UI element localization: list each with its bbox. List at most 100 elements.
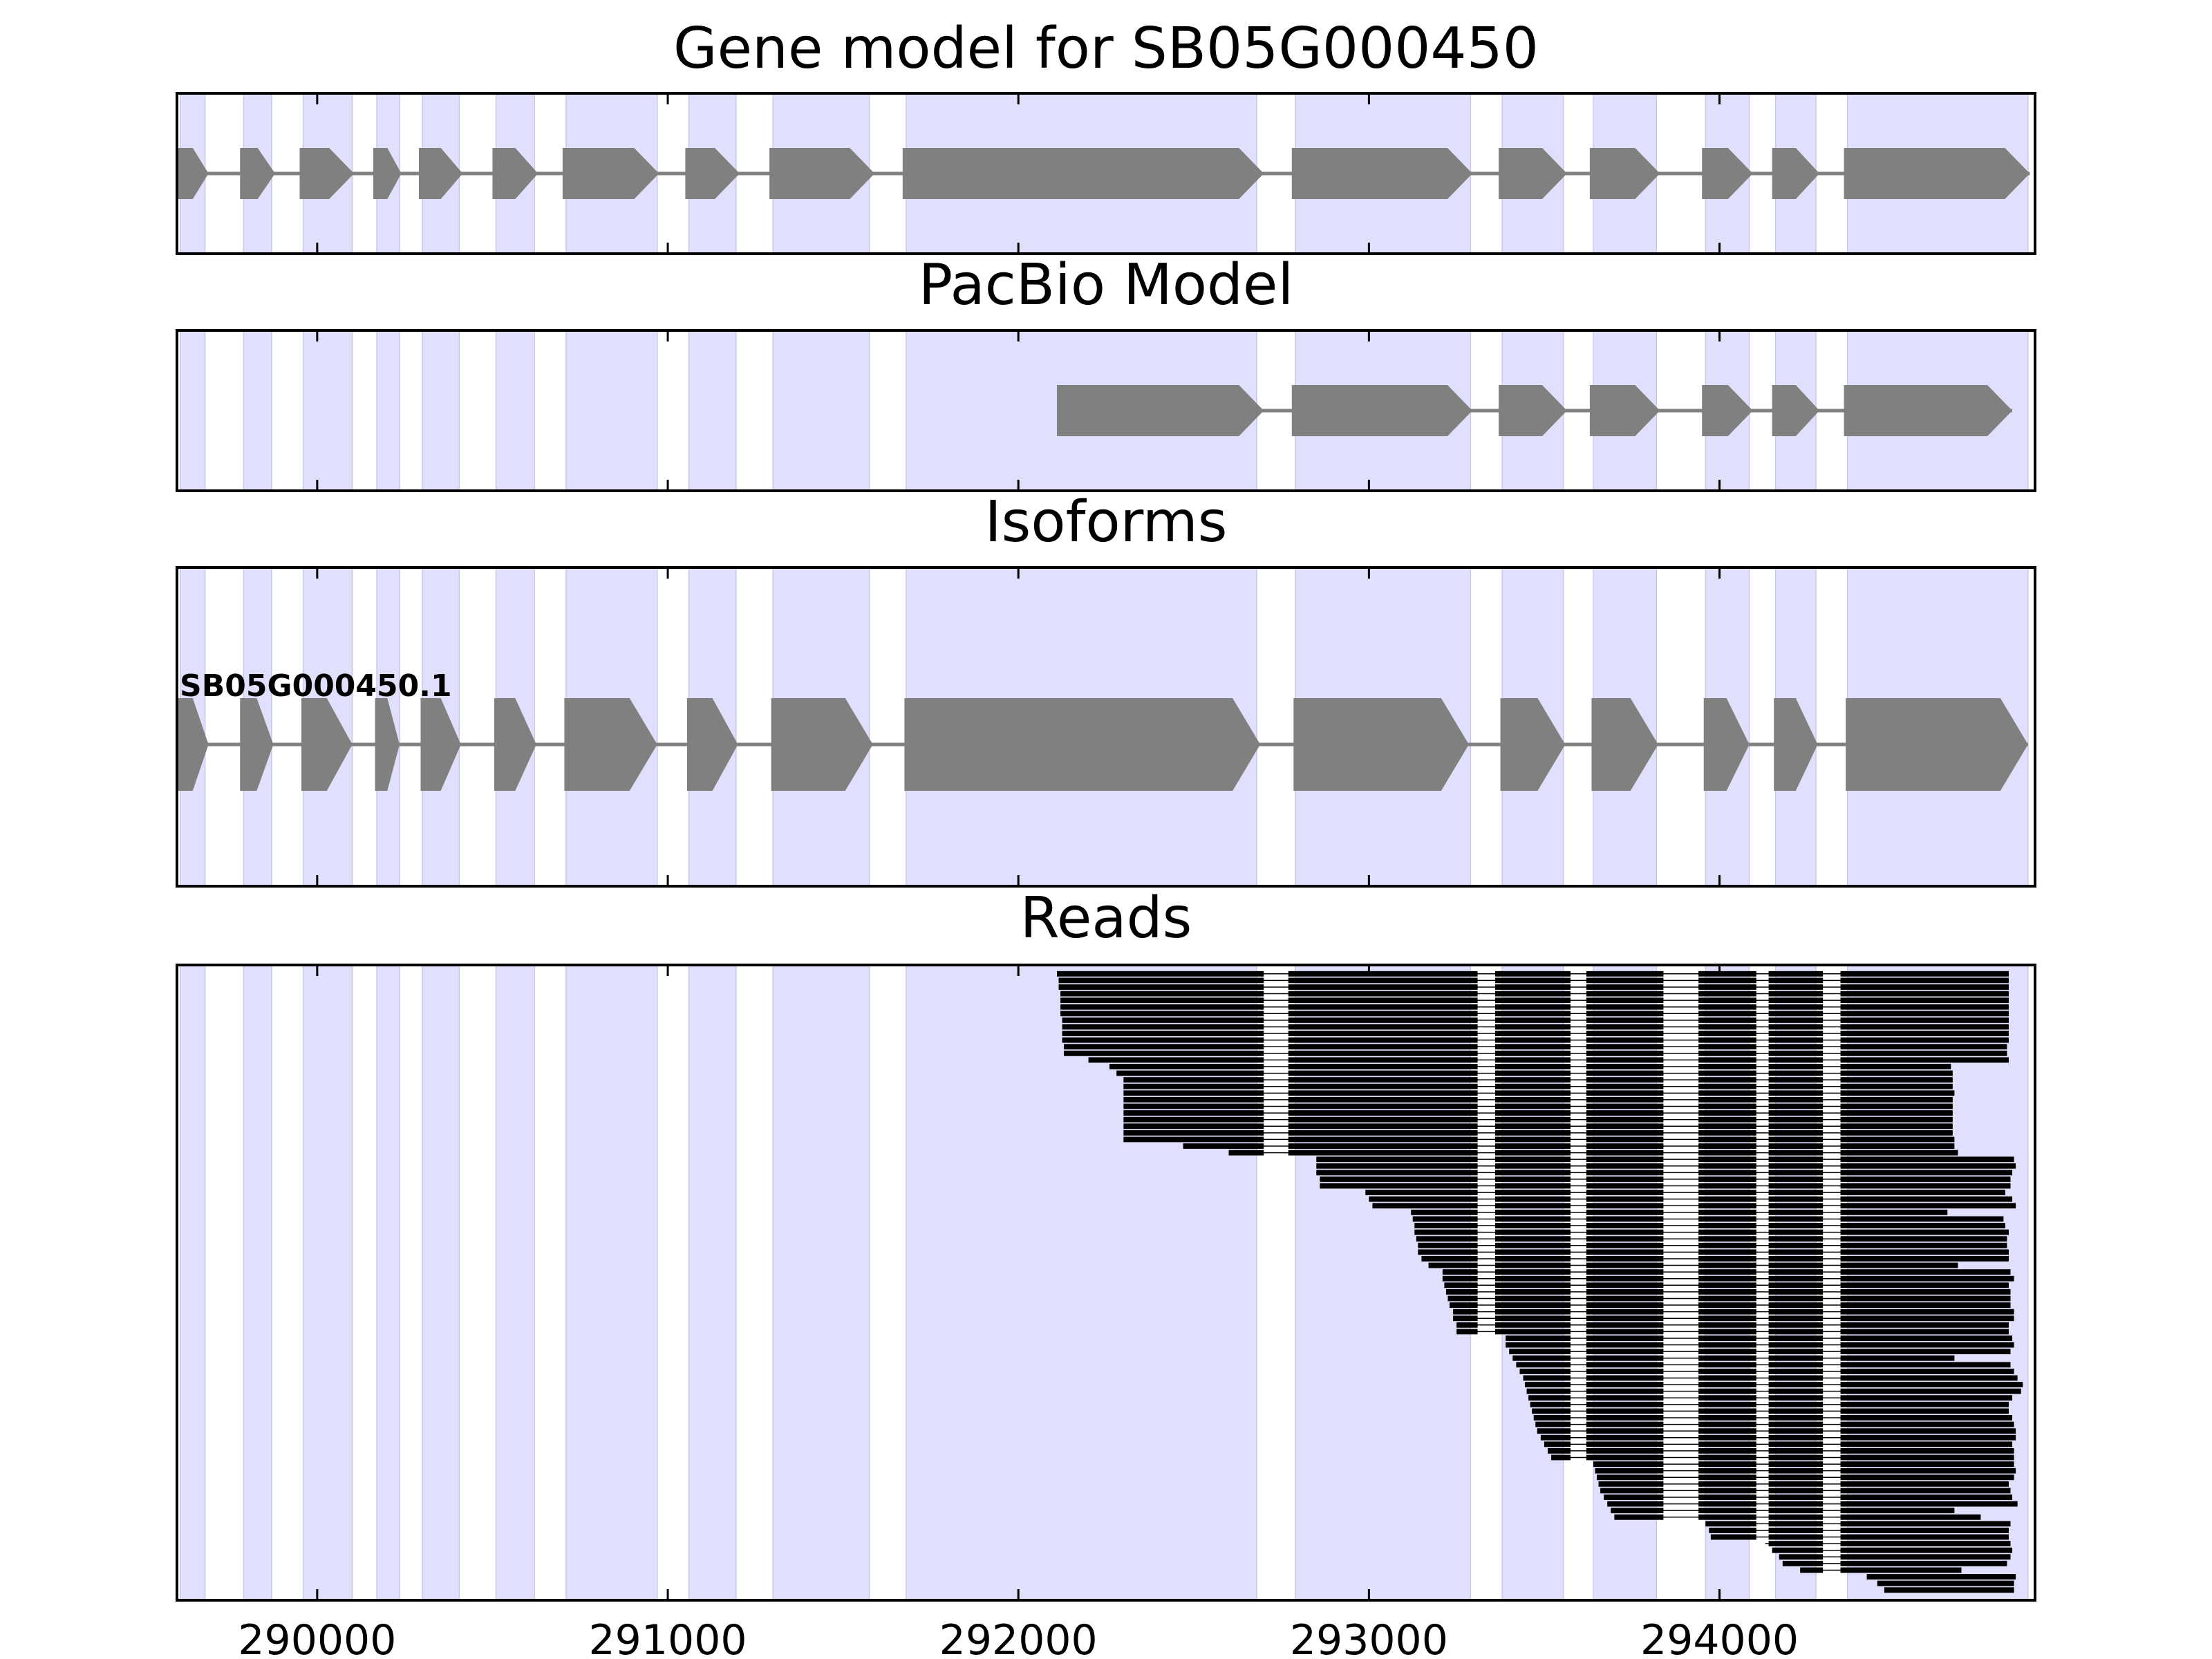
read-block — [1442, 1269, 1478, 1275]
read-block — [1768, 1288, 1824, 1295]
exon-arrow — [564, 698, 657, 791]
read-block — [1586, 1309, 1664, 1315]
read-block — [1509, 1349, 1571, 1355]
read-block — [1586, 1203, 1664, 1209]
read-block — [1494, 1269, 1571, 1275]
read-block — [1586, 1209, 1664, 1215]
read — [1414, 1229, 2009, 1235]
read-block — [1698, 1447, 1756, 1454]
exon-arrow — [1702, 385, 1753, 436]
read-block — [1506, 1335, 1571, 1341]
read-block — [1840, 1011, 2009, 1017]
read-block — [1840, 1170, 2013, 1176]
read-block — [1698, 1143, 1756, 1149]
read-block — [1494, 984, 1571, 990]
read-block — [1586, 1130, 1664, 1136]
read-block — [1288, 1116, 1478, 1123]
read-block — [1058, 984, 1264, 990]
read-block — [1768, 1461, 1824, 1468]
read-block — [1768, 977, 1824, 984]
read-block — [1698, 1077, 1756, 1083]
read-block — [1494, 1315, 1571, 1322]
read-block — [1768, 1077, 1824, 1083]
read-block — [1840, 1447, 2014, 1454]
read-block — [1768, 1528, 1824, 1533]
read-block — [1586, 977, 1664, 984]
read-block — [1698, 1170, 1756, 1176]
read-block — [1494, 1329, 1571, 1335]
read-block — [1586, 1315, 1664, 1322]
read-block — [1840, 1514, 1981, 1520]
x-tick-label: 293000 — [1290, 1616, 1448, 1659]
read-block — [1768, 971, 1824, 977]
read-block — [1840, 1428, 2016, 1434]
read — [1056, 971, 2009, 977]
read-block — [1288, 1004, 1478, 1010]
read — [1123, 1116, 1953, 1123]
read-block — [1840, 1130, 1953, 1136]
read-block — [1228, 1150, 1264, 1156]
read — [1062, 1031, 2009, 1036]
read-block — [1316, 1170, 1478, 1176]
read-block — [1604, 1494, 1664, 1500]
read-block — [1709, 1528, 1756, 1533]
read-block — [1288, 977, 1478, 984]
read — [1444, 1282, 2009, 1288]
read-block — [1288, 984, 1478, 990]
read-block — [1698, 1355, 1756, 1361]
read-block — [1768, 1342, 1824, 1348]
read-block — [1494, 1103, 1571, 1109]
read — [1540, 1434, 2016, 1441]
read — [1519, 1368, 2014, 1374]
exon-arrow — [1591, 698, 1658, 791]
read-block — [1768, 1143, 1824, 1149]
read-block — [1586, 1342, 1664, 1348]
read-block — [1698, 1461, 1756, 1468]
read-block — [1840, 1302, 2011, 1308]
read-block — [1494, 1302, 1571, 1308]
read-block — [1586, 1242, 1664, 1248]
read — [1064, 1044, 2007, 1050]
read-block — [1586, 1375, 1664, 1381]
read-block — [1288, 1150, 1478, 1156]
read-block — [1698, 1488, 1756, 1494]
read-block — [1088, 1057, 1264, 1063]
exon-arrow — [685, 148, 740, 199]
read-block — [1698, 1288, 1756, 1295]
read-block — [1494, 977, 1571, 984]
read — [1421, 1256, 2009, 1262]
read-block — [1866, 1574, 2016, 1580]
read-block — [1840, 1335, 2013, 1341]
panel-model-0: Gene model for SB05G000450 — [176, 16, 2036, 255]
read-block — [1494, 1090, 1571, 1096]
exon-band — [495, 964, 536, 1601]
read-block — [1532, 1408, 1571, 1414]
read-block — [1698, 1262, 1756, 1268]
read-block — [1698, 1156, 1756, 1163]
exon-arrow — [771, 698, 873, 791]
read-block — [1840, 1309, 2014, 1315]
panel-frame — [176, 329, 2036, 492]
read — [1116, 1070, 1953, 1076]
read-block — [1288, 1096, 1478, 1103]
exon-arrow — [301, 698, 353, 791]
read-block — [1840, 1103, 1953, 1109]
read-block — [1586, 1269, 1664, 1275]
read-block — [1840, 1567, 1962, 1573]
read — [1595, 1468, 2016, 1474]
exon-band — [302, 964, 353, 1601]
read-block — [1586, 1190, 1664, 1196]
read-block — [1840, 1508, 1955, 1514]
read-block — [1288, 1057, 1478, 1063]
read-block — [1062, 1017, 1264, 1023]
read-block — [1840, 1395, 2013, 1401]
read-block — [1593, 1461, 1664, 1468]
read — [1058, 984, 2009, 990]
x-tick-label: 290000 — [238, 1616, 396, 1659]
read — [1320, 1183, 2011, 1189]
read-block — [1698, 1329, 1756, 1335]
read-block — [1698, 1275, 1756, 1282]
read-block — [1586, 1355, 1664, 1361]
read-block — [1062, 1024, 1264, 1030]
read-block — [1768, 1150, 1824, 1156]
